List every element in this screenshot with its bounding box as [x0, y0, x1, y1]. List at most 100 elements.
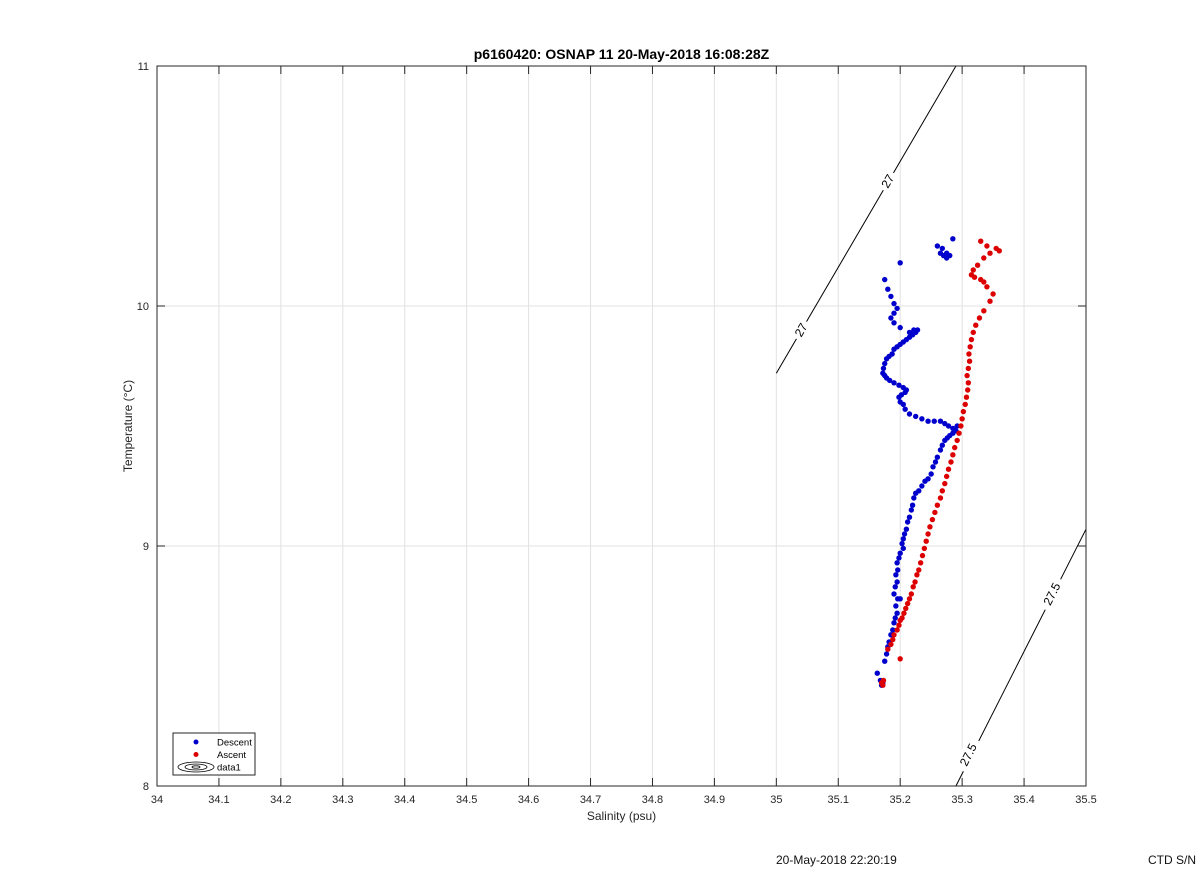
contour-label: 27 [792, 320, 811, 339]
data-point-ascent [904, 600, 911, 607]
data-point-descent [919, 416, 925, 422]
data-point-ascent [914, 572, 920, 578]
data-point-descent [880, 370, 886, 376]
x-tick-label: 34.3 [332, 794, 353, 806]
data-point-descent [900, 536, 906, 542]
data-point-descent [895, 567, 901, 573]
data-point-ascent [978, 238, 984, 244]
data-point-ascent [908, 591, 915, 597]
x-tick-label: 34.6 [518, 794, 539, 806]
density-contours: 27 27 27.5 27.5 [775, 65, 1087, 787]
data-point-ascent [937, 495, 944, 501]
data-point-ascent [973, 322, 979, 328]
data-point-ascent [981, 255, 987, 261]
data-point-descent [912, 413, 919, 420]
data-point-ascent [993, 245, 999, 252]
data-point-ascent [968, 336, 975, 343]
data-point-ascent [925, 531, 931, 537]
data-point-descent [901, 531, 908, 537]
legend-marker [193, 752, 199, 757]
data-point-descent [903, 526, 910, 532]
data-point-descent [874, 670, 880, 676]
x-tick-label: 34.8 [642, 794, 663, 806]
data-point-ascent [984, 284, 990, 290]
data-point-ascent [956, 430, 962, 436]
data-point-descent [919, 483, 925, 489]
data-point-descent [897, 550, 903, 556]
x-tick-label: 35.4 [1013, 794, 1034, 806]
x-tick-label: 35 [770, 794, 782, 806]
data-point-descent [916, 488, 922, 494]
x-tick-label: 34.1 [208, 794, 229, 806]
data-point-descent [891, 591, 897, 597]
data-point-ascent [890, 636, 896, 643]
data-point-ascent [885, 646, 891, 652]
data-point-descent [889, 351, 895, 357]
data-point-ascent [990, 291, 996, 297]
data-point-descent [937, 447, 944, 453]
data-point-descent [931, 418, 937, 424]
data-point-ascent [880, 677, 887, 684]
data-point-descent [908, 507, 915, 513]
data-point-descent [893, 603, 899, 609]
data-point-ascent [912, 579, 918, 585]
data-point-descent [891, 310, 897, 316]
data-point-ascent [964, 372, 970, 379]
y-tick-label: 11 [138, 61, 149, 73]
chart-title: p6160420: OSNAP 11 20-May-2018 16:08:28Z [474, 46, 770, 62]
data-point-descent [892, 615, 898, 621]
series-descent [874, 236, 960, 688]
data-point-ascent [984, 243, 990, 249]
footer-date: 20-May-2018 22:20:19 [776, 853, 897, 867]
data-point-ascent [968, 272, 975, 278]
data-point-descent [899, 540, 905, 547]
data-series [874, 236, 1002, 688]
data-point-descent [909, 502, 916, 508]
data-point-descent [882, 276, 888, 283]
data-point-ascent [891, 632, 897, 638]
data-point-descent [890, 627, 896, 633]
y-tick-label: 10 [137, 301, 149, 313]
data-point-ascent [901, 610, 907, 616]
data-point-descent [954, 423, 960, 429]
data-point-descent [937, 418, 944, 424]
data-point-ascent [932, 509, 938, 516]
data-point-descent [885, 286, 891, 292]
x-tick-label: 34.7 [580, 794, 601, 806]
data-point-descent [882, 658, 888, 664]
x-tick-label: 34.5 [456, 794, 477, 806]
data-point-descent [900, 384, 906, 391]
x-tick-label: 35.5 [1075, 794, 1096, 806]
data-point-ascent [934, 502, 941, 508]
data-point-ascent [929, 516, 936, 523]
data-point-descent [942, 420, 948, 427]
contour-label-bg [953, 736, 982, 773]
legend-label: data1 [217, 763, 241, 774]
data-point-descent [893, 572, 899, 578]
y-axis-label: Temperature (°C) [121, 380, 135, 472]
data-point-ascent [896, 622, 902, 628]
data-point-ascent [966, 351, 972, 357]
x-tick-label: 35.2 [889, 794, 910, 806]
data-point-descent [930, 464, 936, 470]
data-point-ascent [899, 615, 905, 621]
data-point-descent [894, 305, 900, 312]
legend-label: Ascent [217, 750, 246, 761]
contour-label-bg [875, 168, 899, 193]
data-point-ascent [962, 401, 968, 408]
axes-box [156, 65, 1087, 787]
data-point-descent [900, 545, 906, 552]
data-point-ascent [939, 488, 946, 494]
data-point-descent [906, 411, 913, 417]
data-point-ascent [906, 596, 913, 602]
data-point-ascent [981, 308, 987, 314]
data-point-ascent [978, 276, 984, 283]
data-point-descent [891, 320, 897, 326]
data-point-descent [897, 399, 903, 405]
data-point-descent [888, 293, 894, 300]
legend-contour-icon [177, 761, 215, 773]
data-point-ascent [987, 250, 993, 256]
data-point-ascent [965, 387, 971, 393]
data-point-descent [943, 250, 950, 256]
